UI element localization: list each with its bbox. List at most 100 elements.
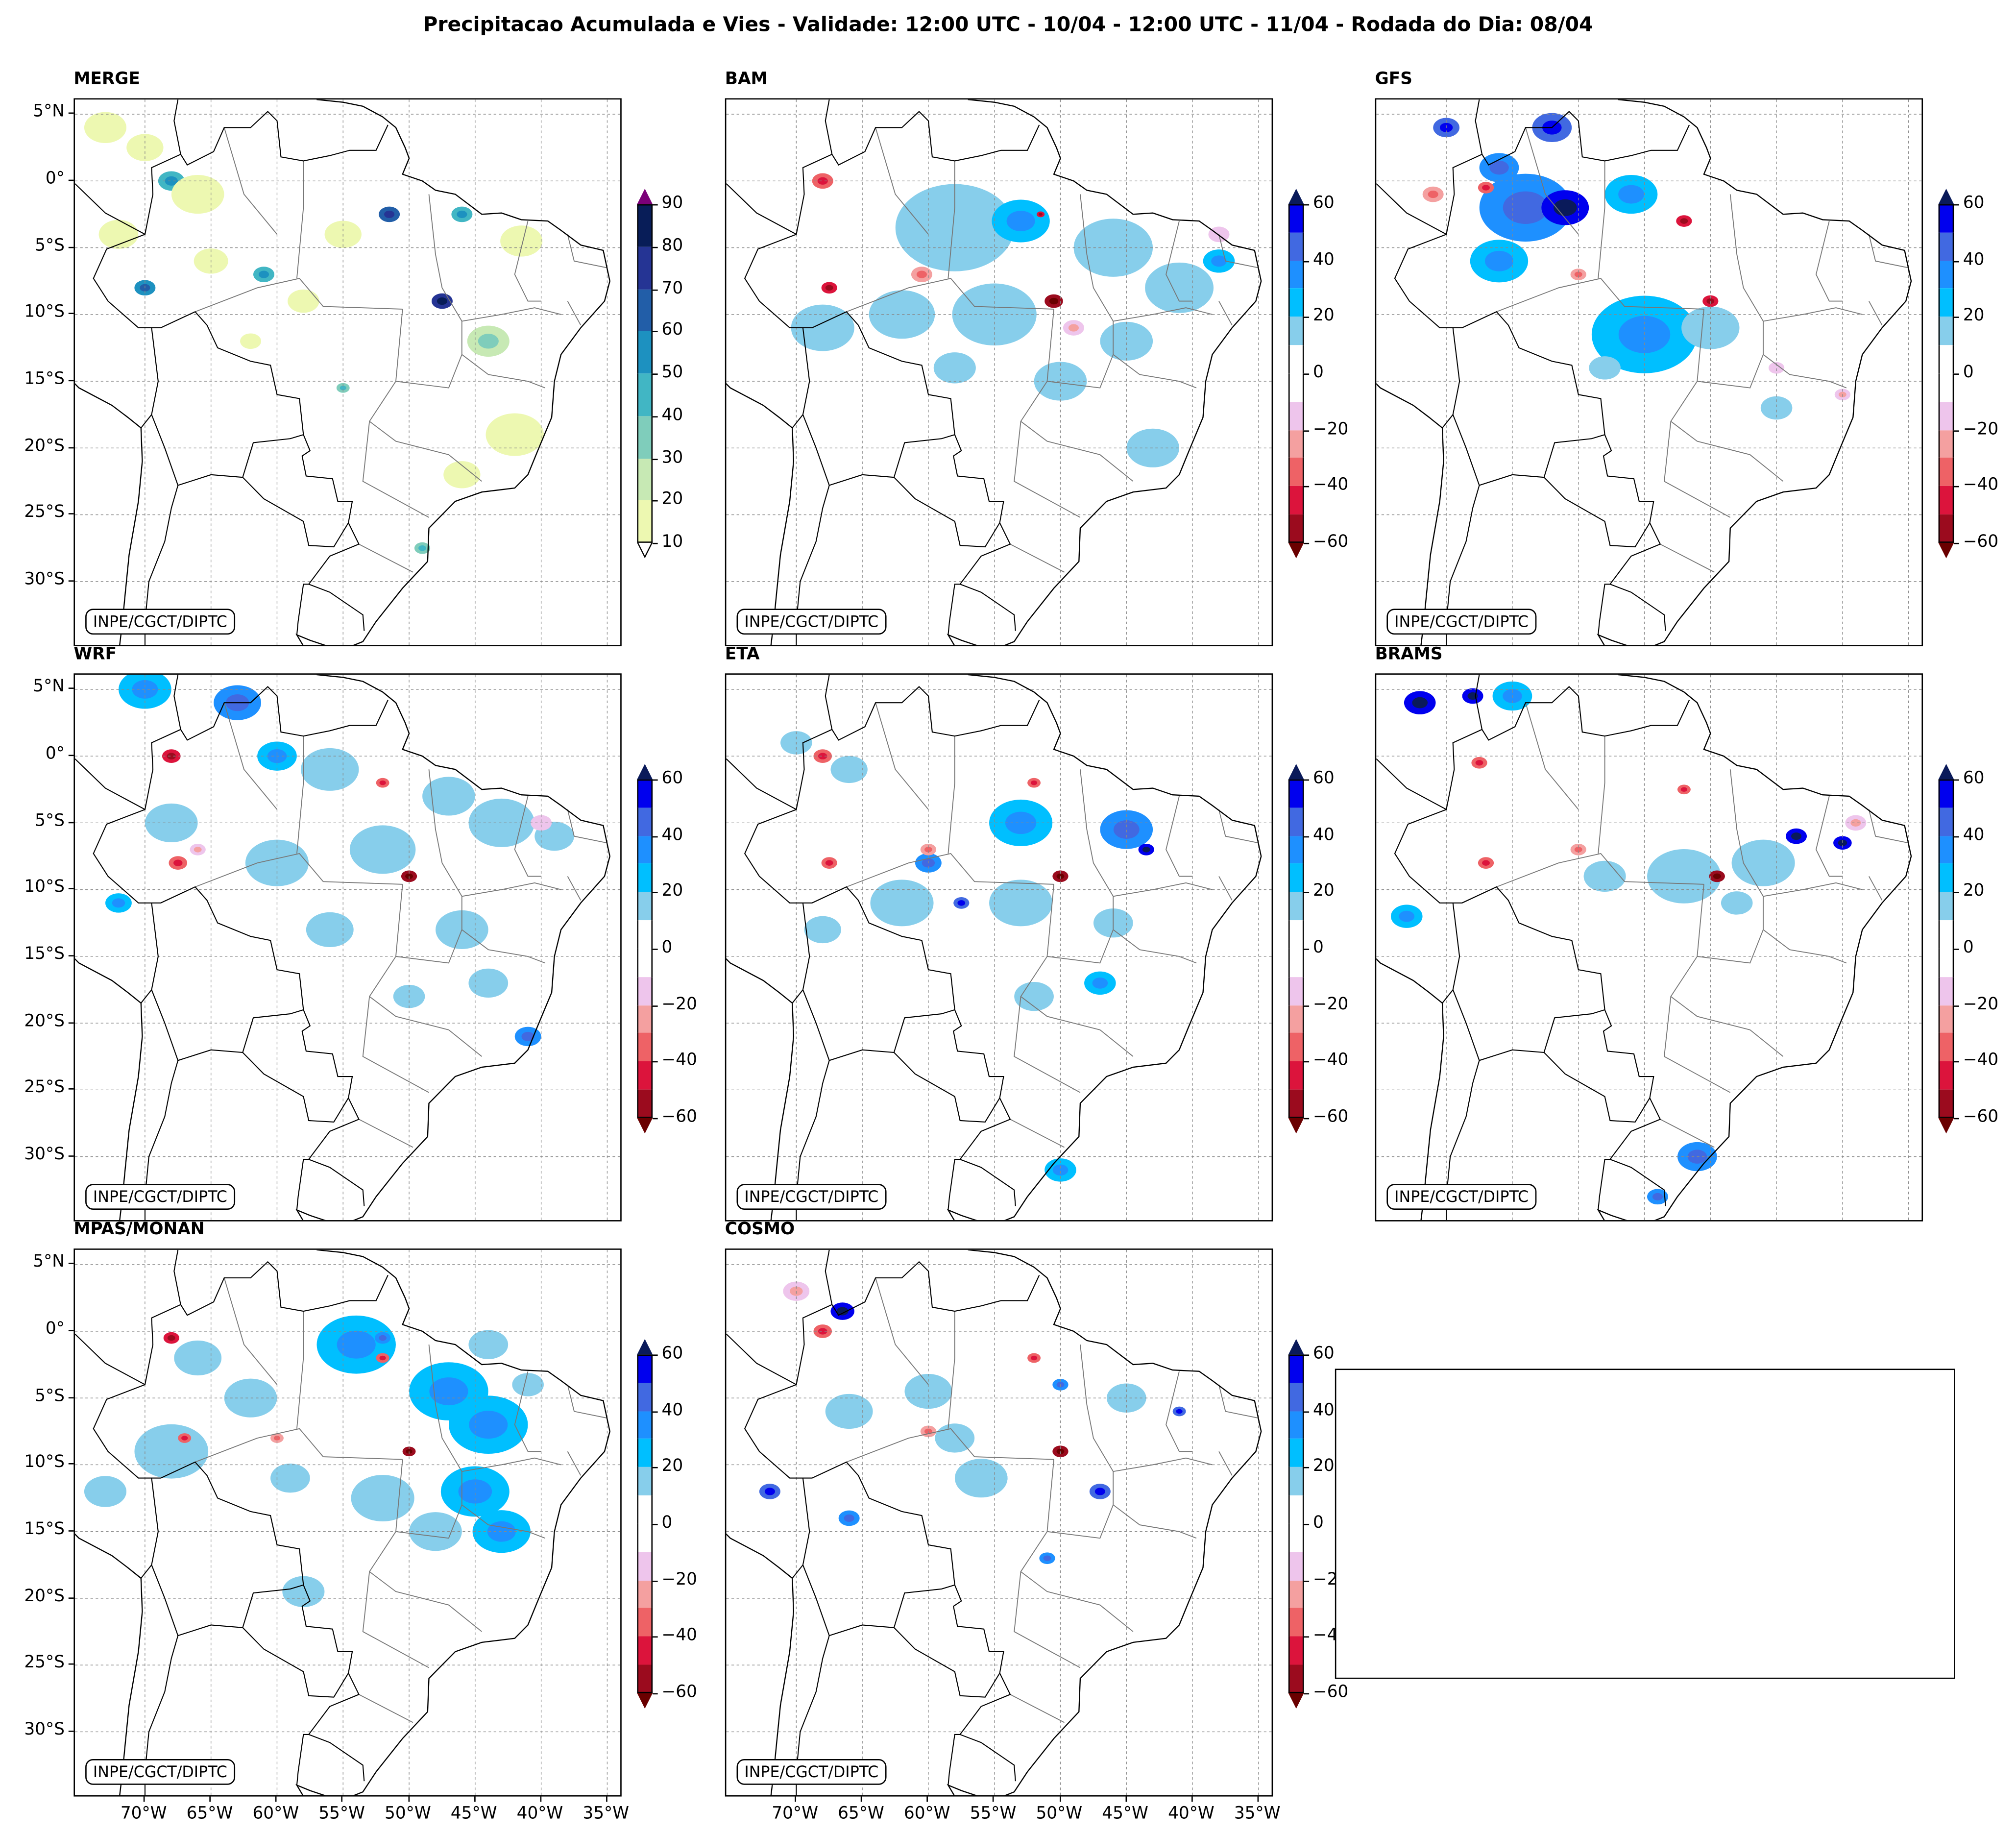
colorbar-tick-label: 80 [661, 236, 683, 256]
lat-tick-label: 5°N [33, 678, 65, 697]
cell-core [521, 1031, 534, 1041]
state-border [368, 1459, 482, 1632]
colorbar-tick [1304, 260, 1310, 262]
colorbar-tick-label: 40 [1963, 825, 1985, 845]
cell-core [1791, 832, 1802, 840]
lon-tick [341, 1796, 343, 1802]
brazil-border [1394, 111, 1690, 631]
colorbar-extend-max-arrow [1288, 189, 1304, 204]
country-border [242, 1009, 304, 1053]
bias-cell [145, 803, 198, 842]
cell-core [112, 898, 125, 908]
colorbar-band [1288, 892, 1304, 921]
cell-core [1176, 1409, 1183, 1414]
bias-cell [830, 756, 868, 783]
coastline [947, 99, 1262, 645]
panel-title: BAM [725, 70, 768, 90]
colorbar-tick [1304, 949, 1310, 950]
lat-tick-label: 30°S [24, 1145, 65, 1165]
bias-cell [468, 968, 509, 998]
lat-tick-label: 15°S [24, 1519, 65, 1540]
colorbar-tick-label: −40 [661, 1626, 697, 1646]
state-border [1598, 161, 1605, 279]
cell-core [469, 1411, 508, 1439]
country-border [177, 474, 349, 548]
colorbar-band [1288, 807, 1304, 836]
coastline [1597, 99, 1912, 645]
lon-tick-label: 65°W [838, 1804, 884, 1824]
country-border [726, 183, 797, 235]
colorbar-tick-label: −60 [661, 1683, 697, 1702]
field-layer [780, 731, 1154, 1182]
credit-label: INPE/CGCT/DIPTC [736, 609, 887, 635]
colorbar-tick-label: 60 [1313, 1344, 1335, 1364]
lon-tick [1191, 1796, 1193, 1802]
lat-tick-label: 30°S [24, 570, 65, 589]
coastline [74, 1533, 143, 1795]
lon-tick-label: 50°W [385, 1804, 431, 1824]
state-border [514, 796, 541, 877]
gridlines [726, 99, 1272, 645]
cell-core [1030, 1355, 1038, 1361]
lon-tick-label: 70°W [120, 1804, 167, 1824]
cell-core [1092, 977, 1108, 989]
cell-core [825, 860, 833, 866]
figure-title: Precipitacao Acumulada e Vies - Validade… [423, 13, 1593, 36]
bias-cell [933, 352, 976, 384]
cell-core [1211, 255, 1227, 267]
colorbar-tick-label: 20 [1963, 307, 1985, 326]
state-border [1020, 1459, 1134, 1632]
colorbar-band [637, 1354, 653, 1383]
cell-core [1049, 297, 1059, 305]
precip-cell [98, 220, 139, 249]
lon-tick-label: 55°W [970, 1804, 1017, 1824]
colorbar-band [1938, 373, 1954, 402]
country-border [242, 434, 304, 478]
lat-tick [68, 1463, 74, 1465]
colorbar-band [637, 1033, 653, 1062]
colorbar-band [1288, 1439, 1304, 1467]
empty-axes [1335, 1369, 1955, 1679]
colorbar-band [637, 458, 653, 501]
state-border [567, 876, 582, 901]
credit-label: INPE/CGCT/DIPTC [736, 1759, 887, 1785]
credit-label: INPE/CGCT/DIPTC [85, 1759, 235, 1785]
colorbar-band [1288, 373, 1304, 402]
lat-tick-label: 15°S [24, 945, 65, 964]
lat-tick [68, 1730, 74, 1732]
cell-core [1482, 860, 1490, 866]
colorbar-tick-label: 20 [1313, 1457, 1335, 1477]
brazil-border [93, 685, 389, 1206]
colorbar-band [1938, 317, 1954, 345]
lat-tick [68, 380, 74, 382]
colorbar-extend-max-arrow [1288, 763, 1304, 780]
colorbar-band [1288, 401, 1304, 430]
bias-cell [301, 748, 359, 791]
credit-label: INPE/CGCT/DIPTC [85, 1184, 235, 1210]
gridlines [1376, 674, 1922, 1221]
cell-core [379, 1355, 386, 1361]
coastline [1376, 383, 1444, 645]
lat-tick-label: 20°S [24, 436, 65, 456]
cell-core [1482, 185, 1490, 191]
country-border [1479, 1049, 1651, 1123]
country-border [726, 758, 797, 810]
country-border [825, 674, 833, 730]
credit-label: INPE/CGCT/DIPTC [85, 609, 235, 635]
lon-tick-label: 40°W [1168, 1804, 1214, 1824]
state-border [1113, 929, 1197, 964]
state-border [296, 1311, 304, 1429]
brazil-border [93, 1261, 389, 1782]
state-border [567, 809, 607, 844]
colorbar-band [637, 1495, 653, 1524]
lat-tick [68, 1330, 74, 1331]
country-border [296, 1159, 309, 1210]
colorbar-tick-label: 20 [661, 490, 683, 510]
colorbar-tick [1304, 486, 1310, 488]
bias-cell [1073, 219, 1153, 277]
colorbar-band [1938, 807, 1954, 836]
state-border [1663, 421, 1731, 518]
state-border [1080, 769, 1114, 930]
colorbar-tick-label: −60 [1313, 532, 1349, 552]
bias-cell [1145, 262, 1214, 313]
